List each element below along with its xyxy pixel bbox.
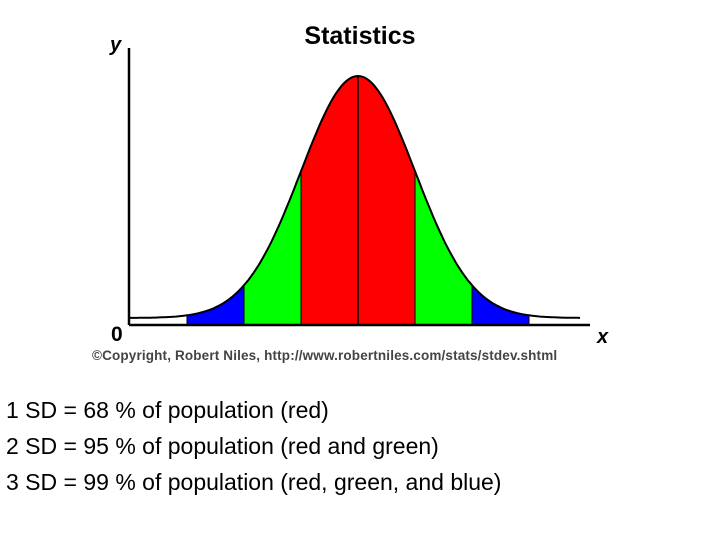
x-axis-label: x	[597, 326, 609, 348]
note-1sd: 1 SD = 68 % of population (red)	[6, 397, 329, 423]
note-2sd: 2 SD = 95 % of population (red and green…	[6, 433, 439, 459]
chart-title: Statistics	[304, 22, 416, 50]
band-blue-3	[186, 283, 245, 326]
curve-outline	[130, 74, 580, 319]
band-blue-4	[471, 283, 530, 326]
copyright-credit: ©Copyright, Robert Niles, http://www.rob…	[92, 348, 558, 363]
sd-notes: 1 SD = 68 % of population (red) 2 SD = 9…	[6, 392, 501, 500]
y-axis-label: y	[110, 34, 122, 56]
bell-curve-chart	[127, 48, 590, 327]
note-3sd: 3 SD = 99 % of population (red, green, a…	[6, 469, 502, 495]
origin-label: 0	[111, 323, 123, 346]
